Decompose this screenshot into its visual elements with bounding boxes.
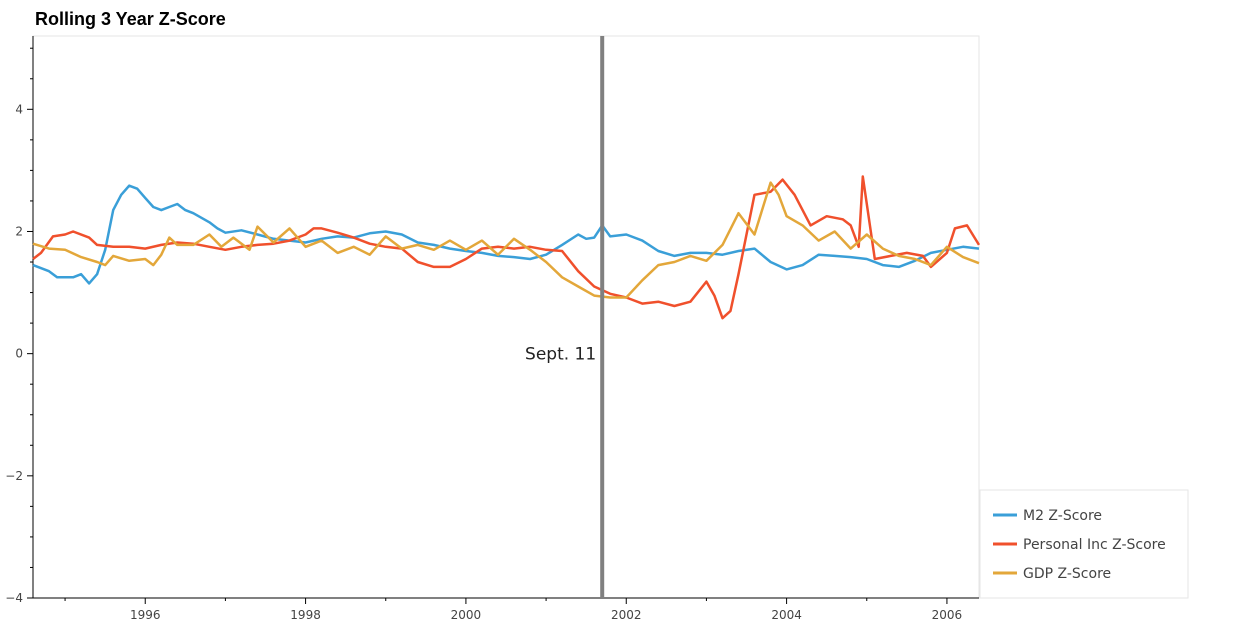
sept11-label: Sept. 11 [525, 345, 596, 365]
series-line-0 [32, 184, 980, 285]
x-tick-label: 2002 [611, 608, 642, 622]
x-axis: 1996 1998 2000 2002 2004 2006 [33, 597, 979, 622]
series-layer [32, 175, 981, 320]
annotation-layer: Sept. 11 [525, 36, 605, 598]
chart-title: Rolling 3 Year Z-Score [35, 9, 226, 29]
y-tick-label: 0 [15, 347, 23, 361]
x-tick-label: 1998 [290, 608, 321, 622]
y-tick-label: 4 [15, 102, 23, 116]
x-tick-label: 2006 [932, 608, 963, 622]
y-tick-label: −4 [5, 591, 23, 605]
x-tick-label: 2000 [451, 608, 482, 622]
y-tick-label: −2 [5, 469, 23, 483]
legend-label-2: GDP Z-Score [1023, 566, 1111, 582]
x-tick-label: 1996 [130, 608, 161, 622]
x-tick-label: 2004 [771, 608, 802, 622]
y-axis: −4 −2 0 2 4 [5, 36, 34, 605]
legend: M2 Z-Score Personal Inc Z-Score GDP Z-Scor… [979, 489, 1189, 599]
legend-label-1: Personal Inc Z-Score [1023, 537, 1166, 553]
plot-area [32, 35, 980, 599]
series-line-2 [32, 181, 980, 299]
y-tick-label: 2 [15, 224, 23, 238]
legend-label-0: M2 Z-Score [1023, 508, 1102, 524]
series-line-1 [32, 175, 981, 320]
